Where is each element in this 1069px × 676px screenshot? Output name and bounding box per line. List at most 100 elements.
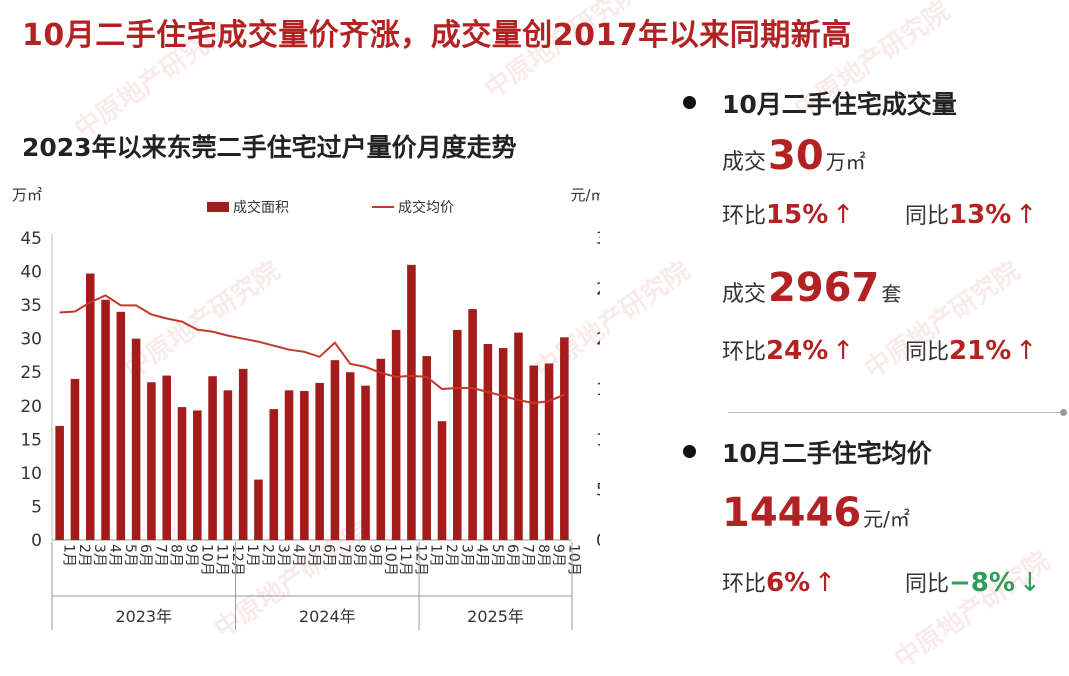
bar	[544, 363, 554, 540]
bar	[391, 329, 401, 540]
month-label: 7月	[152, 544, 168, 567]
right-tick-label: 25000	[596, 279, 600, 299]
month-label: 4月	[107, 544, 123, 567]
left-axis-unit: 万㎡	[12, 186, 42, 204]
volume-area-mom-label: 环比	[722, 204, 767, 229]
left-tick-label: 20	[20, 397, 42, 417]
price-line	[59, 294, 565, 405]
month-label: 11月	[214, 544, 230, 576]
legend-bar-swatch	[207, 202, 229, 212]
month-label: 12月	[412, 544, 428, 576]
right-tick-label: 30000	[596, 229, 600, 249]
month-label: 3月	[458, 544, 474, 567]
volume-area-yoy-value: 13%	[949, 200, 1012, 230]
bar	[101, 299, 110, 540]
month-label: 9月	[550, 544, 566, 567]
month-label: 5月	[305, 544, 321, 567]
left-tick-label: 40	[20, 263, 42, 283]
left-tick-label: 25	[20, 363, 42, 383]
month-label: 8月	[535, 544, 551, 567]
price-mom: 环比6% ↑	[722, 566, 836, 598]
volume-area-unit: 万㎡	[825, 150, 866, 174]
month-label: 3月	[91, 544, 107, 567]
month-label: 11月	[397, 544, 413, 576]
month-label: 10月	[565, 544, 581, 576]
left-tick-label: 35	[20, 296, 42, 316]
up-arrow-icon: ↑	[1015, 200, 1038, 230]
bar	[483, 344, 493, 540]
bar	[345, 372, 355, 540]
bar	[529, 365, 539, 540]
right-tick-label: 15000	[596, 380, 600, 400]
headline: 10月二手住宅成交量价齐涨，成交量创2017年以来同期新高	[22, 18, 852, 53]
bar	[131, 338, 141, 540]
watermark: 中原地产研究院	[889, 546, 1056, 676]
price-yoy-value: −8%	[949, 568, 1015, 598]
price-yoy: 同比−8% ↓	[905, 566, 1041, 598]
price-mom-label: 环比	[722, 572, 767, 597]
month-label: 9月	[183, 544, 199, 567]
month-label: 6月	[321, 544, 337, 567]
up-arrow-icon: ↑	[832, 200, 855, 230]
month-label: 6月	[137, 544, 153, 567]
bar	[162, 375, 171, 540]
divider-end-dot	[1060, 409, 1067, 416]
left-tick-label: 0	[31, 531, 42, 551]
volume-units-yoy: 同比21% ↑	[905, 334, 1037, 366]
month-label: 2月	[76, 544, 92, 567]
price-stat: 14446 元/㎡	[722, 490, 910, 536]
volume-units-prefix: 成交	[722, 282, 767, 307]
up-arrow-icon: ↑	[832, 336, 855, 366]
month-label: 1月	[428, 544, 444, 567]
bar	[147, 382, 156, 540]
bar	[208, 376, 217, 540]
volume-area-prefix: 成交	[722, 150, 767, 175]
price-title: 10月二手住宅均价	[722, 439, 932, 468]
right-tick-label: 20000	[596, 330, 600, 350]
bullet-volume	[683, 96, 696, 109]
month-label: 3月	[275, 544, 291, 567]
month-label: 12月	[229, 544, 245, 576]
month-label: 7月	[519, 544, 535, 567]
month-label: 2月	[443, 544, 459, 567]
bar	[55, 425, 64, 540]
price-unit: 元/㎡	[863, 507, 910, 531]
month-label: 8月	[351, 544, 367, 567]
up-arrow-icon: ↑	[1015, 336, 1038, 366]
price-mom-value: 6%	[766, 568, 811, 598]
volume-units-mom-label: 环比	[722, 340, 767, 365]
bar	[70, 378, 80, 540]
bar	[361, 385, 370, 540]
month-label: 5月	[489, 544, 505, 567]
left-tick-label: 45	[20, 229, 42, 249]
legend-bar-label: 成交面积	[233, 199, 289, 216]
month-label: 10月	[198, 544, 214, 576]
bar	[422, 356, 431, 540]
volume-units-unit: 套	[881, 282, 902, 306]
bar	[407, 264, 416, 540]
month-label: 9月	[367, 544, 383, 567]
month-label: 1月	[244, 544, 260, 567]
volume-units-mom-value: 24%	[766, 336, 829, 366]
volume-area-stat: 成交30 万㎡	[722, 133, 866, 179]
year-label: 2023年	[115, 607, 172, 626]
bar	[284, 390, 294, 540]
section-divider	[728, 412, 1063, 413]
volume-area-mom-value: 15%	[766, 200, 829, 230]
volume-units-value: 2967	[768, 265, 880, 311]
bar	[514, 332, 523, 540]
bar	[453, 329, 462, 540]
month-label: 8月	[168, 544, 184, 567]
volume-units-mom: 环比24% ↑	[722, 334, 854, 366]
bar	[437, 421, 447, 540]
bar	[330, 360, 340, 540]
bar	[85, 273, 95, 540]
volume-units-yoy-label: 同比	[905, 340, 950, 365]
bullet-price	[683, 445, 696, 458]
right-axis-unit: 元/㎡	[570, 186, 600, 204]
bar	[315, 382, 324, 540]
month-label: 2月	[259, 544, 275, 567]
right-tick-label: 10000	[596, 430, 600, 450]
month-label: 5月	[122, 544, 138, 567]
